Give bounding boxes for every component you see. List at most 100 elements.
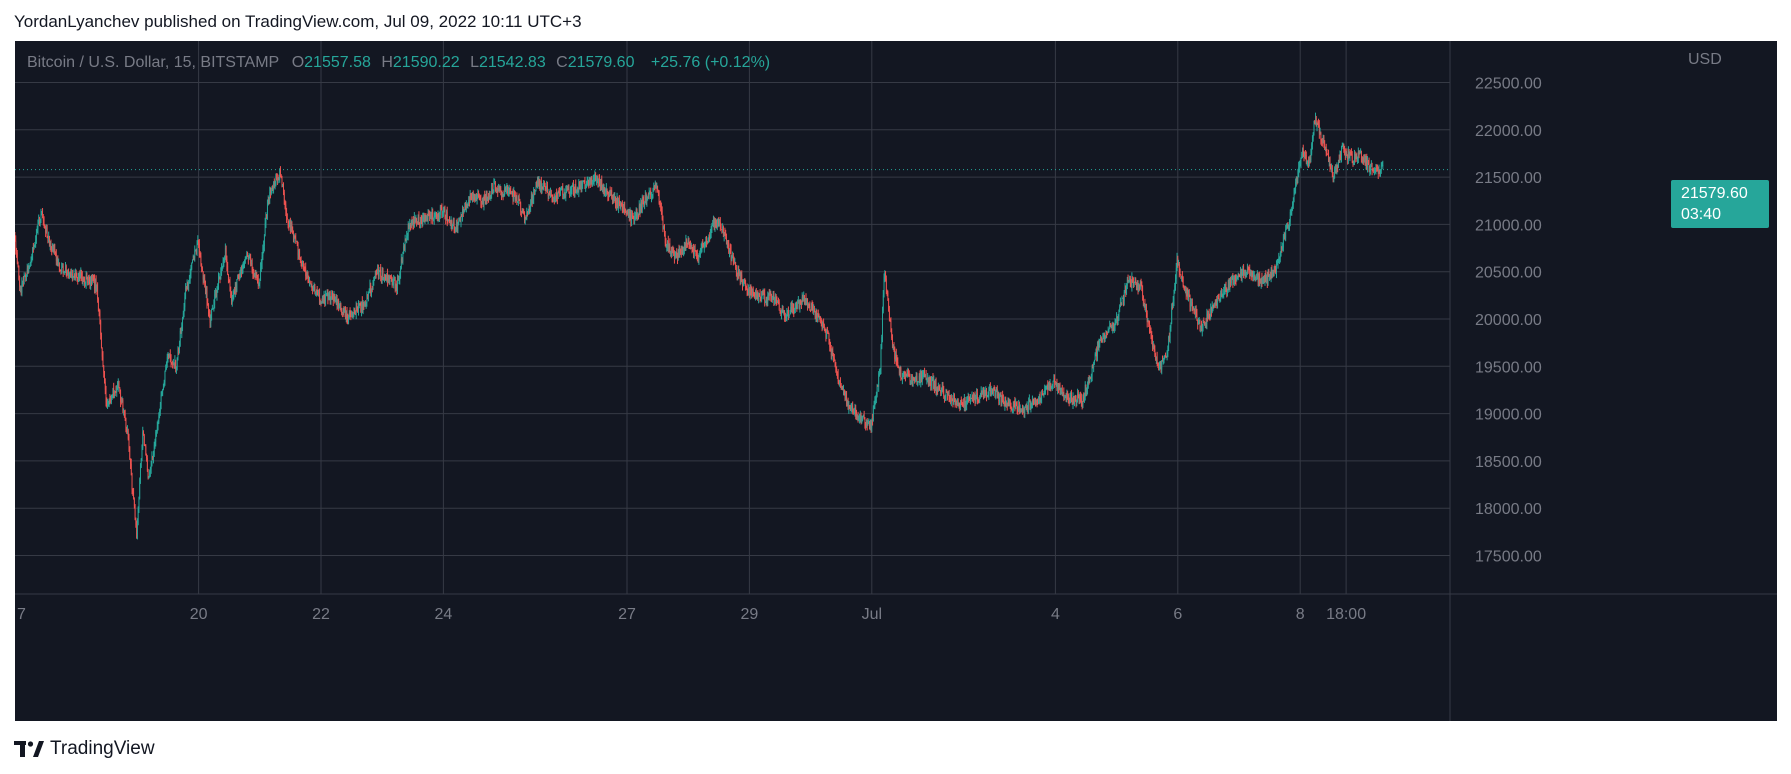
candle-body	[908, 373, 909, 376]
candle-body	[1253, 275, 1255, 277]
candle-body	[320, 301, 322, 303]
candle-body	[178, 349, 180, 351]
candle-body	[950, 397, 951, 403]
candle-body	[723, 233, 725, 237]
candle-body	[897, 362, 899, 367]
candle-body	[236, 279, 238, 291]
candle-body	[713, 219, 715, 228]
candle-body	[295, 238, 297, 242]
candle-body	[668, 243, 670, 249]
candle-body	[39, 218, 41, 224]
candle-body	[134, 505, 136, 520]
candle-body	[749, 286, 751, 296]
candle-body	[1103, 333, 1105, 339]
candle-body	[635, 214, 636, 217]
candle-body	[1161, 360, 1163, 370]
candle-body	[219, 276, 221, 280]
candle-body	[709, 233, 711, 239]
time-tick-label: 20	[190, 606, 208, 623]
candle-body	[758, 293, 760, 295]
candle-body	[1216, 301, 1218, 305]
candle-body	[1310, 153, 1312, 161]
candle-body	[1042, 394, 1044, 396]
candle-body	[218, 277, 219, 288]
candle-body	[1344, 150, 1346, 157]
candle-body	[514, 190, 515, 193]
candle-body	[119, 387, 121, 392]
candle-body	[299, 257, 301, 260]
candle-body	[1321, 141, 1323, 143]
candle-body	[1012, 401, 1014, 410]
candle-body	[1308, 158, 1310, 164]
candle-body	[751, 291, 753, 294]
candle-body	[599, 178, 600, 181]
candle-body	[931, 377, 933, 380]
candle-body	[924, 374, 926, 378]
candle-body	[1204, 322, 1206, 325]
candle-body	[1366, 157, 1368, 168]
candle-body	[25, 275, 27, 278]
candle-body	[615, 196, 616, 204]
candle-body	[774, 300, 776, 303]
candle-body	[836, 371, 838, 373]
candle-body	[1283, 235, 1285, 238]
candle-body	[278, 178, 280, 181]
candle-body	[469, 200, 470, 202]
candle-body	[732, 255, 734, 263]
candle-body	[339, 304, 341, 307]
tradingview-brand[interactable]: TradingView	[14, 738, 155, 760]
candle-body	[195, 250, 196, 252]
candle-body	[501, 194, 503, 196]
candle-body	[1058, 384, 1060, 389]
candle-body	[250, 256, 252, 264]
candle-body	[1126, 285, 1127, 294]
candle-body	[317, 291, 319, 295]
candle-body	[424, 216, 426, 219]
candle-body	[1061, 388, 1063, 395]
candle-body	[148, 476, 150, 479]
candle-body	[927, 377, 929, 379]
candle-body	[706, 241, 707, 243]
candle-body	[444, 208, 446, 217]
candle-body	[389, 277, 391, 283]
candle-body	[695, 250, 697, 254]
candle-body	[814, 309, 815, 313]
candle-body	[299, 251, 300, 258]
candlestick-chart[interactable]: 17500.0018000.0018500.0019000.0019500.00…	[15, 41, 1777, 721]
candle-body	[474, 197, 476, 202]
candle-body	[934, 381, 935, 389]
candle-body	[1084, 384, 1086, 397]
candle-body	[355, 306, 357, 315]
candle-body	[1033, 402, 1035, 405]
candle-body	[930, 380, 932, 386]
price-tick-label: 22000.00	[1475, 123, 1542, 140]
candle-body	[868, 421, 870, 424]
candle-body	[1016, 405, 1018, 409]
candle-body	[210, 316, 212, 323]
candle-body	[874, 400, 876, 406]
chart-panel[interactable]: 17500.00 18000.00 18500.00 19000.00 19500.00…	[15, 41, 1777, 721]
candle-body	[556, 193, 558, 198]
candle-body	[791, 307, 792, 313]
candle-body	[139, 479, 141, 499]
candle-body	[788, 314, 790, 316]
candle-body	[482, 199, 483, 204]
candle-body	[514, 192, 516, 199]
candle-body	[298, 251, 300, 256]
candle-body	[276, 176, 278, 178]
candle-body	[909, 376, 911, 384]
candle-body	[259, 279, 261, 284]
candle-body	[716, 223, 717, 226]
candle-body	[1282, 237, 1284, 248]
candle-body	[279, 170, 281, 181]
candle-body	[1361, 150, 1362, 159]
candle-body	[1199, 322, 1201, 329]
candle-body	[808, 303, 810, 307]
candle-body	[1346, 152, 1348, 155]
candle-body	[90, 276, 92, 285]
candle-body	[137, 523, 138, 539]
candle-body	[1007, 401, 1009, 407]
candle-body	[884, 271, 886, 277]
price-tick-label: 20500.00	[1475, 265, 1542, 282]
candle-body	[572, 183, 574, 186]
